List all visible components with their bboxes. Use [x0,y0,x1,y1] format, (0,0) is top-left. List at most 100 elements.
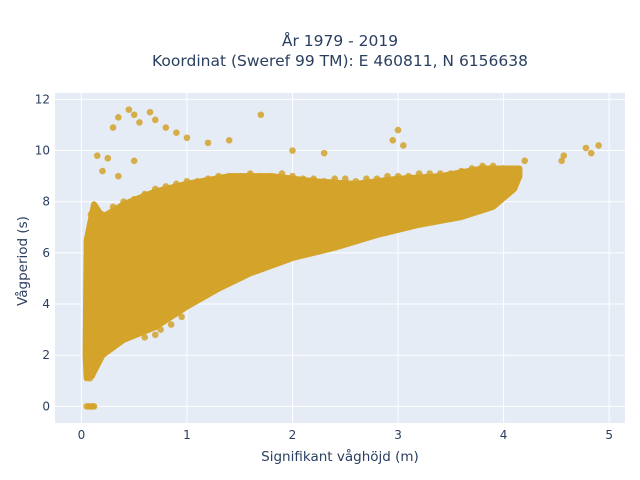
data-point [268,172,275,180]
data-point [363,175,370,182]
data-point [489,193,497,200]
data-point [130,157,138,165]
data-point [183,134,191,142]
x-axis-ticks: 0 1 2 3 4 5 [78,428,613,442]
data-point [183,295,191,303]
data-point [99,167,106,175]
data-point [268,257,275,264]
data-point [120,198,127,206]
data-point [310,244,317,252]
data-point [225,275,233,282]
data-point [125,106,133,113]
data-point [341,236,349,244]
data-point [363,229,370,236]
data-point [352,177,360,185]
x-tick-label: 2 [289,428,297,442]
data-point [225,172,233,180]
data-point [415,216,423,223]
x-tick-label: 1 [183,428,191,442]
x-tick-label: 5 [605,428,613,442]
data-point [289,249,296,257]
data-point [91,229,99,236]
data-point [88,224,96,231]
data-point [289,172,296,180]
data-point [109,124,117,131]
data-point [141,334,149,341]
data-point [236,172,244,180]
data-point [257,262,265,269]
data-point [394,172,402,180]
data-point [157,326,164,333]
data-point [468,203,476,211]
y-tick-label: 4 [42,297,50,311]
data-point [162,124,170,131]
data-point [151,331,159,339]
data-point [458,206,465,213]
data-point [320,177,328,185]
data-point [162,310,170,318]
data-point [141,190,149,198]
data-point [225,137,233,144]
data-point [489,162,497,170]
data-point [141,321,149,328]
data-point [405,218,412,226]
y-tick-label: 12 [35,92,50,106]
data-point [194,177,201,185]
data-point [87,211,95,218]
y-axis-ticks: 0 2 4 6 8 10 12 [35,92,50,413]
data-point [394,126,402,134]
data-point [99,211,106,218]
data-point [257,172,265,180]
data-point [560,152,568,159]
data-point [130,111,138,119]
data-point [88,372,96,379]
data-point [320,241,328,249]
y-axis-title: Vågperiod (s) [14,216,31,306]
data-point [595,142,602,149]
data-point [310,175,317,182]
data-point [246,264,254,272]
data-point [373,175,381,182]
data-points [82,106,602,410]
data-point [173,303,180,310]
data-point [88,326,96,333]
data-point [215,172,222,180]
data-point [500,185,507,193]
data-point [436,170,444,177]
data-point [373,226,381,234]
y-tick-label: 10 [35,144,50,158]
data-point [151,185,159,193]
data-point [167,321,175,328]
data-point [99,346,106,354]
data-point [83,362,90,369]
data-point [90,203,98,211]
data-point [394,221,402,229]
data-point [384,172,391,180]
data-point [130,195,138,203]
data-point [246,170,254,177]
data-point [521,157,529,165]
data-point [215,280,222,287]
data-point [299,247,307,254]
data-point [178,313,185,321]
chart-title-line-2: Koordinat (Sweref 99 TM): E 460811, N 61… [152,52,528,70]
data-point [447,208,455,216]
data-point [236,270,244,277]
data-point [299,175,307,182]
data-point [331,239,339,246]
data-point [389,137,397,144]
data-point [173,180,180,188]
data-point [331,175,339,182]
data-point [194,290,201,298]
data-point [90,403,98,410]
data-point [86,339,94,346]
data-point [510,177,518,185]
data-point [136,119,143,126]
data-point [162,183,170,190]
data-point [415,170,423,177]
x-tick-label: 3 [394,428,402,442]
data-point [104,154,112,162]
data-point [120,331,127,339]
y-tick-label: 2 [42,348,50,362]
data-point [130,326,138,333]
